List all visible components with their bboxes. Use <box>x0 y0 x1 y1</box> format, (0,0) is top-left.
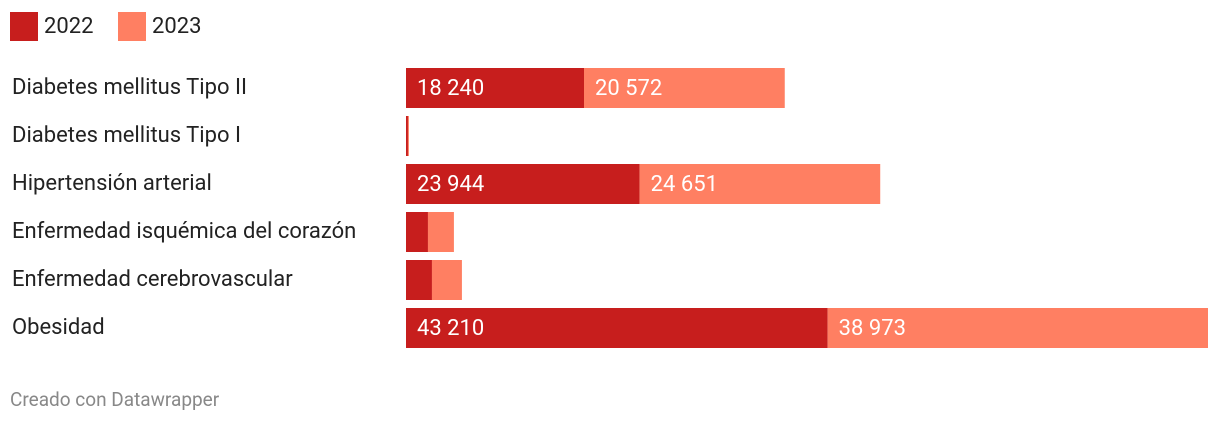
value-label: 38 973 <box>839 316 906 341</box>
legend-swatch <box>118 12 146 41</box>
bar-segment <box>407 116 409 156</box>
legend-swatch <box>10 12 38 41</box>
bar-segment <box>583 68 785 108</box>
legend-label: 2023 <box>152 14 201 39</box>
bar-segment <box>406 164 640 204</box>
legend-label: 2022 <box>44 14 93 39</box>
value-label: 23 944 <box>417 172 484 197</box>
bar-segment <box>406 68 584 108</box>
category-label: Enfermedad isquémica del corazón <box>12 219 356 244</box>
value-label: 18 240 <box>417 76 484 101</box>
category-label: Diabetes mellitus Tipo I <box>12 123 241 148</box>
category-label: Obesidad <box>12 315 105 340</box>
bar-segment <box>827 308 1208 348</box>
category-label: Diabetes mellitus Tipo II <box>12 75 247 100</box>
category-label: Hipertensión arterial <box>12 171 212 196</box>
bar-segment <box>406 260 432 300</box>
bar-segment <box>406 308 828 348</box>
bar-segment <box>431 260 462 300</box>
bar-segment <box>406 212 428 252</box>
bar-segment <box>406 116 408 156</box>
value-label: 20 572 <box>595 76 662 101</box>
bar-segment <box>639 164 881 204</box>
value-label: 24 651 <box>651 172 718 197</box>
value-label: 43 210 <box>417 316 484 341</box>
bar-segment <box>427 212 454 252</box>
footer: Creado con Datawrapper <box>10 388 220 411</box>
category-label: Enfermedad cerebrovascular <box>12 267 293 292</box>
